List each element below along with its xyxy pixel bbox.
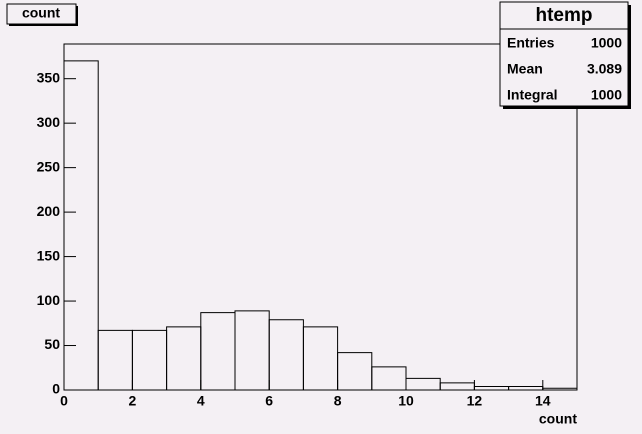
y-tick-label: 0 <box>52 381 60 397</box>
y-tick-label: 150 <box>37 247 61 263</box>
x-axis-label: count <box>539 411 577 427</box>
stats-label: Integral <box>507 87 558 103</box>
y-tick-label: 300 <box>37 114 61 130</box>
stats-label: Mean <box>507 61 543 77</box>
histogram-bar <box>63 60 99 390</box>
x-tick-label: 0 <box>60 393 68 409</box>
histogram-bar <box>542 387 578 390</box>
y-tick-label: 350 <box>37 69 61 85</box>
x-tick-label: 2 <box>129 393 137 409</box>
y-tick-label: 250 <box>37 158 61 174</box>
x-tick-label: 4 <box>197 393 205 409</box>
chart-title: count <box>22 5 60 21</box>
x-tick-label: 10 <box>398 393 414 409</box>
stats-value: 1000 <box>591 87 622 103</box>
x-tick-label: 14 <box>535 393 551 409</box>
y-tick-label: 50 <box>44 336 60 352</box>
x-tick-label: 6 <box>265 393 273 409</box>
stats-value: 3.089 <box>587 61 622 77</box>
stats-title: htemp <box>536 5 593 26</box>
x-tick-label: 8 <box>334 393 342 409</box>
title-box <box>6 3 77 25</box>
x-tick-label: 12 <box>467 393 483 409</box>
stats-value: 1000 <box>591 35 622 51</box>
y-tick-label: 200 <box>37 203 61 219</box>
stats-box <box>499 1 629 107</box>
y-tick-label: 100 <box>37 292 61 308</box>
stats-label: Entries <box>507 35 555 51</box>
